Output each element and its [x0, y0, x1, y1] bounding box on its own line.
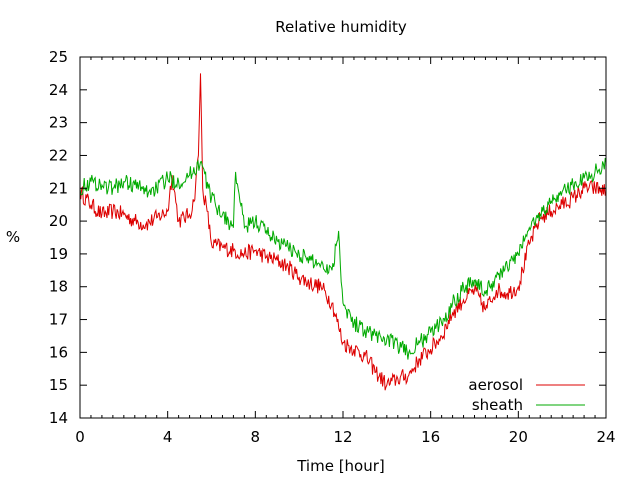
legend: aerosol sheath — [468, 376, 585, 414]
y-tick-label: 23 — [49, 114, 68, 132]
x-axis-label: Time [hour] — [296, 457, 385, 475]
y-axis-label: % — [6, 228, 20, 246]
legend-label-aerosol: aerosol — [468, 376, 523, 394]
x-tick-label: 24 — [596, 428, 615, 446]
y-tick-label: 22 — [49, 146, 68, 164]
y-tick-label: 14 — [49, 409, 68, 427]
legend-label-sheath: sheath — [472, 396, 523, 414]
series-line-sheath — [79, 157, 607, 360]
y-tick-label: 17 — [49, 311, 68, 329]
y-tick-label: 19 — [49, 245, 68, 263]
x-tick-label: 4 — [163, 428, 173, 446]
y-tick-label: 25 — [49, 48, 68, 66]
x-tick-label: 16 — [421, 428, 440, 446]
y-tick-label: 24 — [49, 81, 68, 99]
series-line-aerosol — [79, 73, 607, 391]
x-tick-label: 12 — [333, 428, 352, 446]
y-tick-label: 20 — [49, 212, 68, 230]
y-tick-label: 18 — [49, 278, 68, 296]
series-layer — [79, 73, 607, 391]
axes-layer: 14 15 16 17 18 19 20 21 22 23 24 25 0 4 8 12 16 20 24 — [49, 48, 616, 446]
x-tick-label: 20 — [509, 428, 528, 446]
x-tick-label: 8 — [251, 428, 261, 446]
y-tick-label: 15 — [49, 376, 68, 394]
chart-title: Relative humidity — [275, 18, 407, 36]
y-tick-label: 16 — [49, 343, 68, 361]
y-tick-label: 21 — [49, 179, 68, 197]
x-tick-label: 0 — [75, 428, 85, 446]
